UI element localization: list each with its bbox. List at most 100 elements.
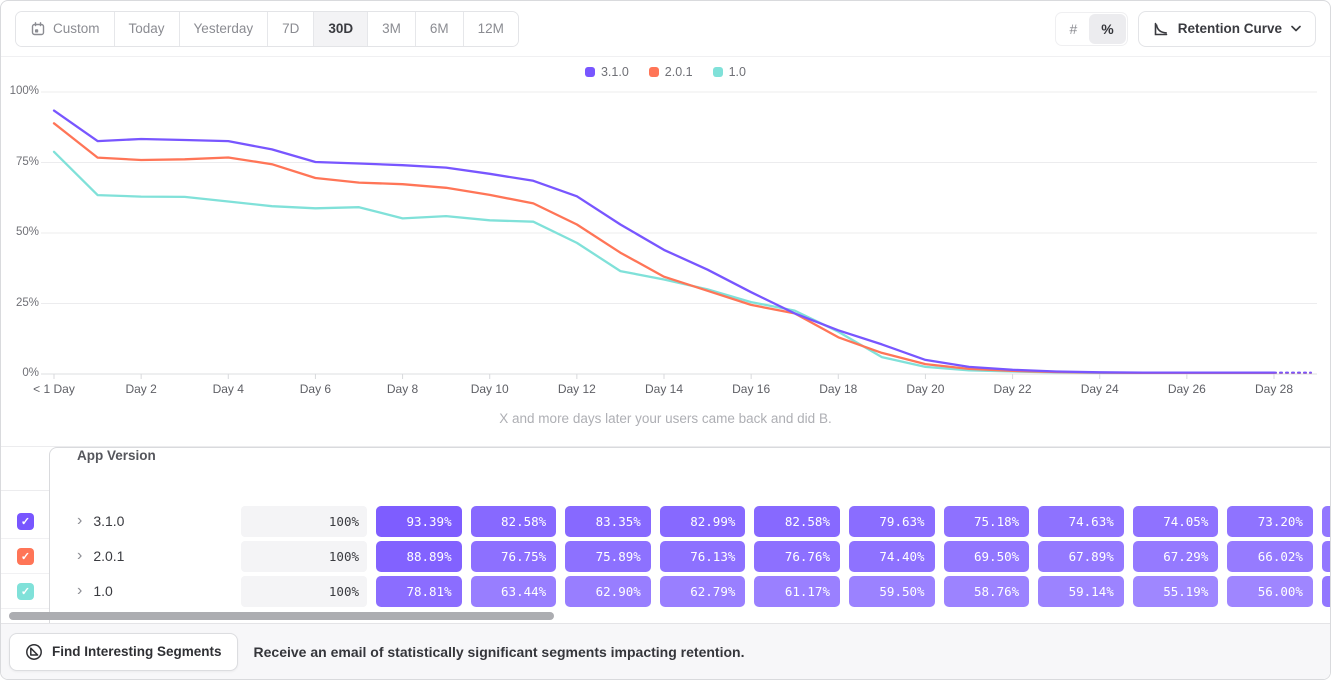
range-6m[interactable]: 6M bbox=[415, 11, 464, 46]
retention-cell[interactable]: 59.50% bbox=[848, 575, 935, 607]
row-checkbox[interactable] bbox=[17, 512, 34, 530]
retention-cell[interactable]: 76.75% bbox=[470, 540, 557, 572]
value-mode-toggle: #% bbox=[1055, 11, 1128, 46]
retention-cell[interactable]: 66.02% bbox=[1227, 540, 1313, 572]
total-users-cell: 100% bbox=[241, 540, 367, 572]
range-30d[interactable]: 30D bbox=[314, 11, 369, 46]
retention-cell[interactable]: 63.44% bbox=[470, 575, 557, 607]
retention-cell[interactable]: 76.13% bbox=[659, 540, 746, 572]
chevron-down-icon bbox=[1291, 25, 1301, 32]
legend-item-3.1.0[interactable]: 3.1.0 bbox=[584, 65, 629, 79]
retention-cell[interactable]: 75.18% bbox=[943, 505, 1030, 537]
legend-label: 3.1.0 bbox=[600, 65, 629, 79]
legend-swatch bbox=[648, 67, 659, 77]
retention-cell[interactable]: 67.29% bbox=[1132, 540, 1219, 572]
retention-cell[interactable]: 74.63% bbox=[1038, 505, 1124, 537]
app-version-cell: 3.1.0 bbox=[49, 513, 241, 529]
legend-swatch bbox=[584, 67, 595, 77]
retention-cell[interactable]: 58.76% bbox=[943, 575, 1030, 607]
row-checkbox[interactable] bbox=[17, 547, 34, 565]
range-label: Custom bbox=[53, 21, 100, 36]
range-today[interactable]: Today bbox=[114, 11, 180, 46]
total-users-cell: 100% bbox=[241, 505, 367, 537]
series-line-1.0 bbox=[52, 150, 1276, 375]
range-12m[interactable]: 12M bbox=[463, 11, 518, 46]
chevron-right-icon[interactable] bbox=[77, 513, 82, 529]
range-7d[interactable]: 7D bbox=[268, 11, 315, 46]
retention-cell[interactable]: 55.19% bbox=[1132, 575, 1219, 607]
retention-cell[interactable]: 74.05% bbox=[1132, 505, 1219, 537]
toolbar-right: #% Retention Curve bbox=[1055, 10, 1316, 47]
legend-item-2.0.1[interactable]: 2.0.1 bbox=[648, 65, 693, 79]
retention-cell[interactable]: 67.89% bbox=[1038, 540, 1124, 572]
range-label: 6M bbox=[429, 21, 449, 36]
range-label: 7D bbox=[282, 21, 300, 36]
x-axis-label: Day 28 bbox=[1254, 382, 1294, 396]
find-interesting-segments-button[interactable]: Find Interesting Segments bbox=[9, 632, 238, 671]
footer-bar: Find Interesting Segments Receive an ema… bbox=[1, 623, 1330, 679]
y-axis-label: 0% bbox=[22, 367, 39, 379]
legend-swatch bbox=[712, 67, 723, 77]
chevron-right-icon[interactable] bbox=[77, 548, 82, 564]
retention-cell[interactable]: 83.35% bbox=[565, 505, 651, 537]
legend-label: 2.0.1 bbox=[664, 65, 693, 79]
y-axis-label: 75% bbox=[15, 155, 39, 168]
chart-canvas: 100% 75% 50% 25% 0% < 1 Day Day 2 Day 4 Day 6 Day… bbox=[1, 57, 1330, 446]
row-checkbox[interactable] bbox=[17, 582, 34, 600]
series-line-3.1.0 bbox=[52, 109, 1276, 374]
retention-cell[interactable]: 74.40% bbox=[848, 540, 935, 572]
app-version-label: 2.0.1 bbox=[93, 548, 125, 564]
retention-cell[interactable]: 61.17% bbox=[754, 575, 840, 607]
retention-cell[interactable]: 93.39% bbox=[376, 505, 462, 537]
app-version-label: 1.0 bbox=[93, 583, 113, 599]
y-axis-label: 25% bbox=[15, 296, 39, 309]
mode-absolute[interactable]: # bbox=[1057, 14, 1089, 44]
x-axis-label: Day 22 bbox=[993, 382, 1032, 396]
x-axis-label: Day 16 bbox=[732, 382, 771, 396]
retention-cell[interactable]: 73.20% bbox=[1227, 505, 1313, 537]
range-3m[interactable]: 3M bbox=[368, 11, 416, 46]
retention-cell[interactable]: 69.50% bbox=[943, 540, 1030, 572]
retention-cell[interactable]: 62.79% bbox=[659, 575, 746, 607]
app-version-label: 3.1.0 bbox=[93, 513, 125, 529]
chart-type-dropdown[interactable]: Retention Curve bbox=[1137, 10, 1316, 47]
retention-cell[interactable]: 56.00% bbox=[1227, 575, 1313, 607]
legend-label: 1.0 bbox=[728, 65, 746, 79]
date-range-selector: Custom Today Yesterday 7D 30D 3M 6M 12M bbox=[15, 10, 519, 47]
chevron-right-icon[interactable] bbox=[77, 583, 82, 599]
mode-percent[interactable]: % bbox=[1089, 13, 1126, 44]
retention-cell[interactable]: 82.99% bbox=[659, 505, 746, 537]
legend-item-1.0[interactable]: 1.0 bbox=[712, 65, 746, 79]
find-interesting-segments-label: Find Interesting Segments bbox=[52, 644, 222, 659]
x-axis-label: Day 18 bbox=[819, 382, 858, 396]
range-yesterday[interactable]: Yesterday bbox=[179, 11, 269, 46]
retention-cell[interactable]: 79.63% bbox=[848, 505, 935, 537]
retention-cell[interactable]: 76.76% bbox=[754, 540, 840, 572]
interesting-segments-icon bbox=[26, 643, 42, 660]
x-axis-label: Day 26 bbox=[1167, 382, 1206, 396]
chart-type-label: Retention Curve bbox=[1177, 21, 1282, 36]
app-version-cell: 2.0.1 bbox=[49, 548, 241, 564]
x-axis-label: Day 4 bbox=[212, 382, 244, 396]
retention-cell[interactable]: 59.14% bbox=[1038, 575, 1124, 607]
retention-cell[interactable]: 82.58% bbox=[470, 505, 557, 537]
retention-cell-clipped bbox=[1321, 575, 1330, 607]
x-axis-label: Day 8 bbox=[386, 382, 419, 396]
horizontal-scrollbar[interactable] bbox=[1, 609, 1330, 623]
retention-cell-clipped bbox=[1321, 505, 1330, 537]
x-axis-label: Day 20 bbox=[906, 382, 945, 396]
retention-cell[interactable]: 82.58% bbox=[754, 505, 840, 537]
y-axis-label: 50% bbox=[15, 226, 39, 238]
retention-cell[interactable]: 88.89% bbox=[376, 540, 462, 572]
retention-cell[interactable]: 78.81% bbox=[376, 575, 462, 607]
table-row-2.0.1: 2.0.1 100% 88.89%76.75%75.89%76.13%76.76%7… bbox=[1, 539, 1330, 574]
retention-cell[interactable]: 75.89% bbox=[565, 540, 651, 572]
range-label: Yesterday bbox=[193, 21, 254, 36]
chart-legend: 3.1.0 2.0.1 1.0 bbox=[1, 65, 1330, 79]
scrollbar-thumb[interactable] bbox=[9, 612, 554, 620]
x-axis-label: Day 12 bbox=[557, 382, 596, 396]
range-custom[interactable]: Custom bbox=[16, 11, 115, 46]
retention-cell[interactable]: 62.90% bbox=[565, 575, 651, 607]
